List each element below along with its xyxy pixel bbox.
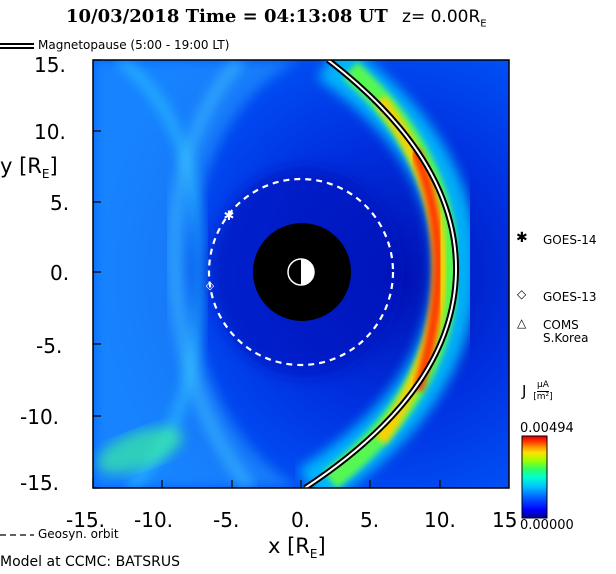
legend-goes13: GOES-13 [543, 290, 597, 304]
legend-goes14: GOES-14 [543, 233, 597, 247]
plot-title: 10/03/2018 Time = 04:13:08 UT z= 0.00RE [66, 6, 487, 29]
model-credit: Model at CCMC: BATSRUS [0, 554, 180, 570]
colorbar-max: 0.00494 [520, 421, 574, 436]
ytick-5: 5. [50, 191, 70, 215]
ytick-m15: -15. [20, 471, 60, 495]
ytick-m5: -5. [36, 334, 63, 358]
xtick-0: 0. [291, 508, 311, 532]
star-icon: ✱ [516, 230, 528, 246]
title-time: Time = 04:13:08 UT [185, 6, 388, 27]
geosyn-orbit-ring [207, 177, 395, 367]
axis-ticks [92, 59, 441, 489]
ytick-m10: -10. [20, 405, 60, 429]
legend-coms: COMS S.Korea [543, 318, 589, 345]
goes14-marker: ✱ [224, 209, 235, 224]
title-date: 10/03/2018 [66, 6, 180, 27]
ytick-0: 0. [50, 261, 70, 285]
diamond-icon: ◇ [517, 287, 527, 301]
colorbar [521, 435, 548, 519]
current-density-field [93, 60, 509, 488]
y-axis-label: y [RE] [0, 154, 58, 182]
goes13-marker: ◇ [206, 279, 215, 292]
x-axis-label: x [RE] [268, 534, 326, 562]
xtick-10: 10. [424, 508, 456, 532]
ytick-15: 15. [34, 53, 66, 77]
title-z-label: z= 0.00RE [402, 7, 487, 30]
ytick-10: 10. [34, 120, 66, 144]
colorbar-min: 0.00000 [520, 518, 574, 533]
xtick-5: 5. [360, 508, 380, 532]
colorbar-title: J [μA m²] [522, 380, 553, 402]
xtick-m15: -15. [66, 508, 106, 532]
xtick-m5: -5. [213, 508, 240, 532]
xtick-m10: -10. [134, 508, 174, 532]
geosyn-legend: Geosyn. orbit [38, 527, 119, 541]
magnetopause-legend: Magnetopause (5:00 - 19:00 LT) [38, 38, 230, 52]
triangle-icon: △ [517, 316, 527, 330]
xtick-15: 15 [492, 508, 518, 532]
